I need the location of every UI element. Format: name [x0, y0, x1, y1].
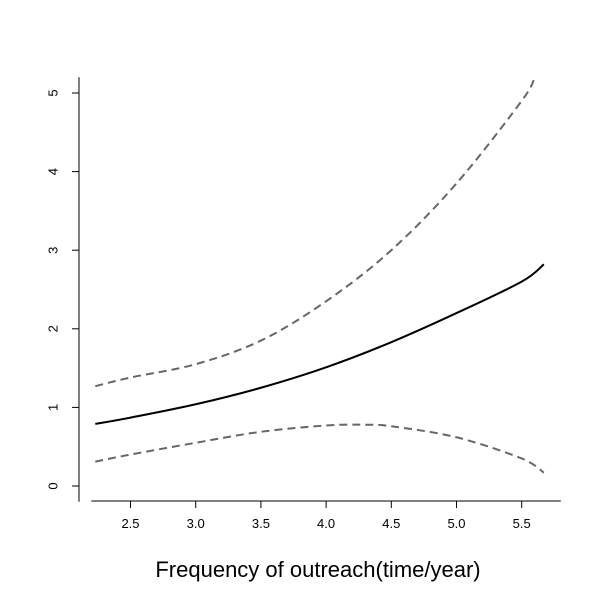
x-axis: 2.5 3.0 3.5 4.0 4.5 5.0 5.5: [91, 500, 561, 531]
y-tick-label: 1: [45, 404, 60, 411]
x-tick-label: 5.0: [447, 516, 465, 531]
x-tick-label: 3.0: [187, 516, 205, 531]
y-tick-label: 4: [45, 168, 60, 175]
x-tick-label: 5.5: [513, 516, 531, 531]
series-line-estimate: [95, 263, 545, 425]
x-tick-label: 4.0: [317, 516, 335, 531]
y-axis: 0 1 2 3 4 5: [45, 77, 80, 502]
x-tick-label: 2.5: [121, 516, 139, 531]
x-tick-label: 4.5: [382, 516, 400, 531]
x-tick-label: 3.5: [252, 516, 270, 531]
y-tick-label: 0: [45, 482, 60, 489]
y-tick-label: 3: [45, 247, 60, 254]
series-line-upper: [95, 76, 536, 388]
series-line-lower: [95, 423, 545, 474]
y-tick-label: 2: [45, 325, 60, 332]
x-axis-title: Frequency of outreach(time/year): [155, 557, 480, 582]
plot-area: [95, 76, 545, 474]
y-tick-label: 5: [45, 89, 60, 96]
